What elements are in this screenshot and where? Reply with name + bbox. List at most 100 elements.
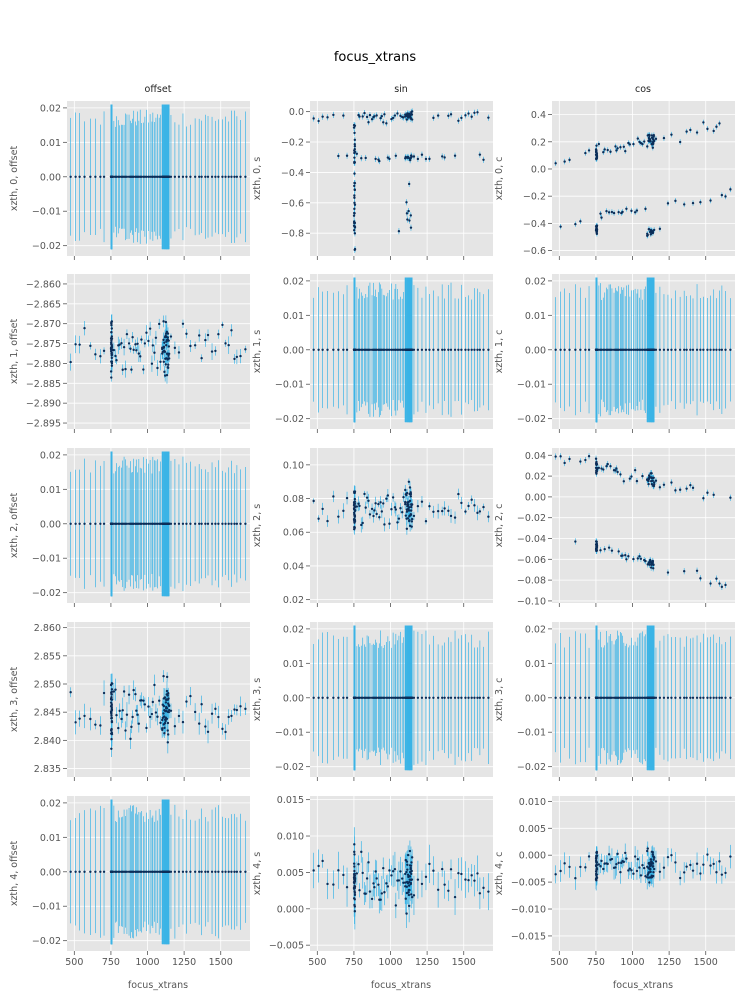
data-point (440, 155, 444, 158)
plot-area (552, 274, 735, 429)
data-point (353, 143, 356, 146)
data-point (74, 870, 77, 873)
data-point (689, 128, 692, 132)
data-point (127, 342, 131, 345)
y-tick-label: −2.865 (26, 299, 61, 310)
data-point (405, 880, 409, 884)
data-point (385, 122, 388, 125)
data-point (83, 522, 86, 525)
data-point (402, 495, 405, 499)
y-tick-label: −0.02 (32, 936, 61, 947)
data-point (410, 893, 413, 896)
data-point (406, 873, 410, 876)
data-point (402, 881, 405, 884)
data-point (641, 474, 644, 478)
data-point (436, 509, 440, 513)
data-point (482, 158, 485, 161)
data-point (162, 674, 165, 678)
y-tick-label: 2.855 (34, 651, 61, 662)
data-point (649, 858, 653, 861)
y-tick-label: −2.875 (26, 339, 61, 350)
y-tick-label: 0.00 (283, 345, 304, 356)
data-point (125, 332, 129, 336)
data-point (603, 862, 606, 865)
data-point (352, 348, 356, 351)
data-point (353, 207, 356, 211)
data-point (332, 883, 335, 886)
data-point (131, 335, 134, 339)
data-point (109, 370, 113, 373)
data-point (595, 546, 599, 550)
panel-1-0: −2.895 −2.890 −2.885 −2.880 −2.875 −2.870 −2.8… (9, 274, 250, 433)
data-point (193, 175, 197, 178)
data-point (447, 114, 450, 117)
y-tick-label: −0.01 (517, 380, 546, 391)
data-point (361, 871, 364, 875)
data-point (227, 522, 230, 525)
data-point (214, 175, 217, 178)
data-point (224, 342, 227, 345)
data-point (559, 455, 562, 458)
y-tick-label: 2.860 (34, 623, 61, 634)
data-point (654, 479, 658, 482)
data-point (617, 211, 620, 214)
plot-area (552, 622, 735, 777)
data-point (594, 877, 598, 881)
data-point (345, 886, 349, 889)
data-point (363, 492, 366, 496)
data-point (595, 154, 599, 158)
data-point (670, 853, 673, 857)
data-point (405, 860, 409, 863)
y-tick-label: −0.04 (517, 534, 546, 545)
x-tick-label: 500 (550, 957, 568, 968)
data-point (712, 862, 715, 866)
data-point (658, 348, 662, 351)
data-point (724, 348, 727, 351)
data-point (132, 175, 135, 178)
data-point (682, 348, 686, 351)
data-point (447, 348, 450, 351)
data-point (695, 348, 699, 351)
data-point (649, 561, 653, 564)
data-point (409, 866, 412, 870)
data-point (239, 522, 242, 525)
data-point (718, 860, 721, 863)
data-point (457, 492, 460, 496)
data-point (373, 509, 376, 512)
data-point (353, 513, 356, 516)
data-point (375, 696, 378, 699)
data-point (478, 153, 482, 156)
data-point (355, 696, 359, 699)
data-point (563, 461, 566, 465)
data-point (715, 696, 718, 699)
data-point (173, 725, 177, 728)
data-point (221, 870, 224, 873)
plot-area (67, 274, 250, 429)
data-point (312, 499, 315, 503)
data-point (173, 346, 177, 350)
data-point (181, 522, 185, 525)
y-tick-label: 0.01 (40, 833, 61, 844)
data-point (652, 481, 656, 484)
data-point (595, 232, 599, 236)
data-point (397, 517, 401, 520)
data-point (140, 870, 143, 873)
data-point (453, 348, 457, 351)
data-point (440, 696, 444, 699)
data-point (370, 897, 374, 901)
data-point (559, 869, 562, 873)
data-point (235, 870, 239, 873)
panel-4-1: 500 750 1000 1250 1500 −0.005 0.000 0.005 0.010 0… (252, 795, 493, 968)
data-point (326, 696, 329, 699)
data-point (163, 732, 166, 735)
data-point (405, 912, 408, 915)
data-point (148, 327, 152, 330)
data-point (125, 175, 129, 178)
data-point (595, 460, 598, 464)
data-point (712, 696, 715, 699)
data-point (443, 883, 446, 886)
data-point (453, 696, 457, 699)
data-point (406, 891, 409, 895)
data-point (699, 201, 702, 204)
